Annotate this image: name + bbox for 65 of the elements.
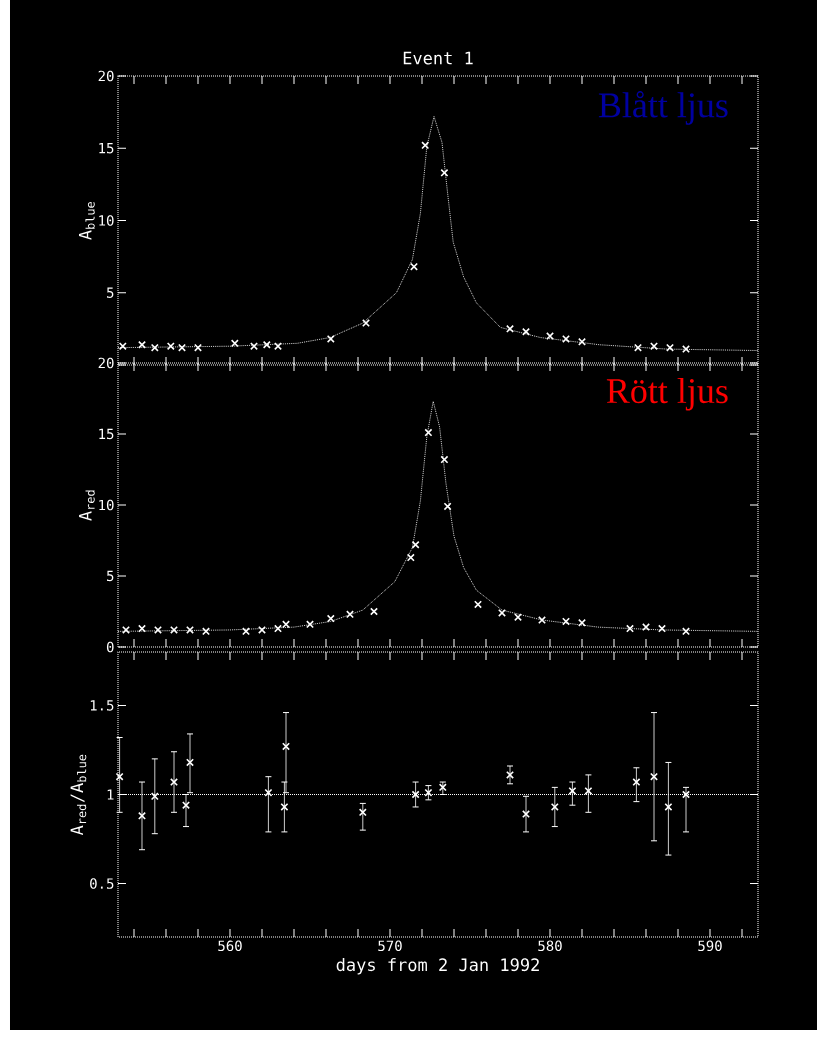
point (326, 335, 335, 343)
y-axis-title: A$_{red}$ (79, 490, 95, 521)
point (306, 620, 314, 629)
point (634, 343, 642, 352)
point (230, 339, 239, 348)
point (546, 332, 554, 341)
point (150, 792, 159, 801)
point (538, 616, 546, 624)
point (682, 345, 690, 354)
y-tick-label: 10 (99, 499, 114, 511)
y-tick-label: 10 (99, 215, 114, 226)
annotation: Blått ljus (598, 91, 728, 125)
point (506, 324, 514, 333)
x-tick-label: 560 (218, 940, 242, 952)
annotation: Rött ljus (606, 377, 728, 411)
point (411, 790, 420, 799)
point (650, 772, 658, 781)
point (258, 625, 266, 634)
point (122, 625, 130, 634)
y-tick-label: 0.5 (90, 878, 114, 889)
point (166, 342, 175, 351)
y-tick-label: 20 (98, 70, 114, 82)
y-tick-label: 5 (107, 570, 114, 582)
point (150, 343, 159, 352)
point (170, 625, 178, 634)
point (370, 607, 378, 616)
point (358, 808, 367, 817)
chart-title: Event 1 (403, 51, 473, 65)
point (194, 343, 202, 352)
x-axis-title: days from 2 Jan 1992 (336, 957, 539, 975)
point (424, 428, 433, 437)
point (498, 608, 506, 617)
point (262, 340, 271, 349)
point (326, 614, 335, 623)
x-tick-label: 570 (378, 940, 402, 952)
y-tick-label: 15 (99, 143, 114, 154)
y-tick-label: 1.5 (90, 700, 114, 711)
point (264, 788, 273, 797)
point (682, 790, 690, 799)
point (282, 742, 290, 751)
y-axis-title: A$_{blue}$ (79, 202, 95, 240)
point (440, 455, 449, 464)
point (568, 786, 577, 795)
point (506, 770, 514, 779)
point (170, 778, 178, 786)
point (115, 772, 124, 781)
y-tick-label: 15 (99, 428, 114, 440)
point (424, 788, 433, 797)
point (642, 623, 650, 632)
point (522, 810, 530, 819)
point (443, 502, 452, 511)
point (421, 141, 430, 150)
y-tick-label: 0 (106, 641, 114, 653)
y-axis-title: A$_{red}$/A$_{blue}$ (70, 754, 87, 836)
point (118, 342, 127, 351)
x-tick-label: 590 (698, 940, 722, 952)
y-tick-label: 20 (98, 357, 114, 369)
point (562, 335, 570, 343)
y-tick-label: 1 (107, 789, 114, 800)
x-tick-label: 580 (538, 940, 562, 952)
point (362, 319, 370, 328)
y-tick-label: 5 (107, 287, 114, 298)
point (282, 620, 290, 629)
point (154, 625, 162, 634)
point (186, 625, 194, 634)
